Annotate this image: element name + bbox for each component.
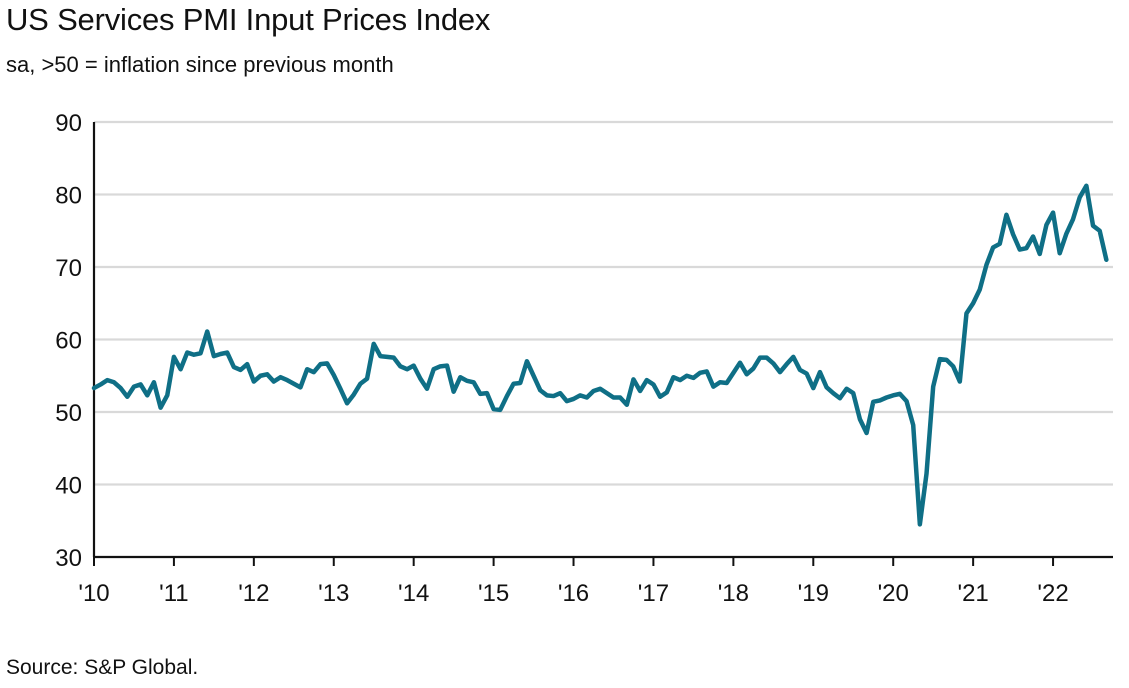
x-tick-label: '20 (878, 580, 909, 607)
series-line (91, 183, 1109, 527)
x-tick-label: '15 (478, 580, 509, 607)
series (91, 183, 1109, 527)
x-tick-label: '11 (159, 580, 189, 607)
x-tick-label: '13 (318, 580, 349, 607)
y-tick-label: 40 (55, 473, 82, 500)
y-tick-label: 70 (55, 255, 82, 282)
y-tick-label: 80 (55, 183, 82, 210)
x-tick-label: '16 (558, 580, 589, 607)
x-tick-label: '10 (78, 580, 109, 607)
x-tick-label: '17 (638, 580, 669, 607)
x-tick-label: '19 (798, 580, 829, 607)
y-tick-label: 90 (55, 110, 82, 137)
chart-title: US Services PMI Input Prices Index (6, 2, 491, 37)
x-tick-label: '18 (718, 580, 749, 607)
y-tick-label: 60 (55, 328, 82, 355)
x-tick-label: '12 (238, 580, 269, 607)
axes: 30 40 50 60 70 80 90 '10 '11 '12 '13 '14 '15 '16 '17 '1… (55, 110, 1113, 607)
gridlines (94, 120, 1113, 486)
x-tick-label: '14 (398, 580, 429, 607)
source-note: Source: S&P Global. (6, 656, 199, 679)
x-tick-label: '22 (1037, 580, 1068, 607)
chart-subtitle: sa, >50 = inflation since previous month (6, 52, 394, 77)
y-tick-label: 50 (55, 400, 82, 427)
y-tick-label: 30 (55, 545, 82, 572)
x-tick-label: '21 (957, 580, 988, 607)
